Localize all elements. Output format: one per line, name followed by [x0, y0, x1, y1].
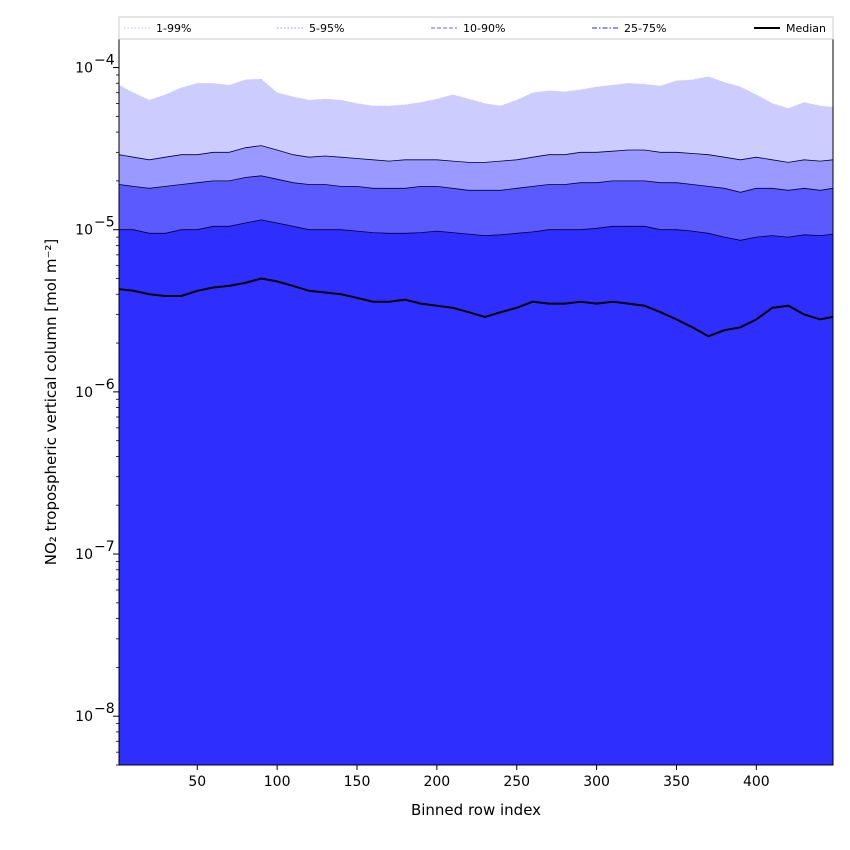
- x-tick-label: 150: [344, 774, 371, 790]
- x-tick-label: 300: [583, 774, 610, 790]
- legend: 1-99% 5-95% 10-90% 25-75% Median: [118, 16, 834, 40]
- legend-label: 10-90%: [463, 22, 505, 35]
- band-25-75%: [119, 219, 833, 765]
- y-axis: 10−810−710−610−510−4: [75, 53, 119, 766]
- y-axis-title: NO₂ tropospheric vertical column [mol m⁻…: [42, 239, 60, 565]
- y-tick-label: 10: [75, 547, 93, 563]
- band-edge-10-90%: [119, 175, 833, 193]
- x-tick-label: 250: [503, 774, 530, 790]
- y-tick-exponent: −7: [94, 539, 115, 555]
- x-tick-label: 50: [188, 774, 206, 790]
- x-tick-label: 350: [663, 774, 690, 790]
- plot-area: [119, 76, 833, 765]
- y-tick-exponent: −6: [94, 377, 115, 393]
- legend-box: [118, 16, 834, 40]
- y-tick-label: 10: [75, 709, 93, 725]
- y-tick-exponent: −4: [94, 53, 115, 69]
- band-edge-5-95%: [119, 145, 833, 163]
- x-tick-label: 400: [743, 774, 770, 790]
- y-tick-label: 10: [75, 223, 93, 239]
- y-tick-label: 10: [75, 61, 93, 77]
- y-tick-exponent: −5: [94, 215, 115, 231]
- legend-label: 25-75%: [624, 22, 666, 35]
- legend-label: 5-95%: [309, 22, 344, 35]
- legend-label: 1-99%: [156, 22, 191, 35]
- x-tick-label: 200: [423, 774, 450, 790]
- x-axis: 50 100 150 200 250 300 350 400: [188, 765, 770, 790]
- x-tick-label: 100: [264, 774, 291, 790]
- x-axis-title: Binned row index: [411, 801, 541, 819]
- legend-label: Median: [786, 22, 826, 35]
- y-tick-label: 10: [75, 385, 93, 401]
- series-line-median: [119, 277, 833, 338]
- y-tick-exponent: −8: [94, 701, 115, 717]
- band-edge-25-75%: [119, 219, 833, 241]
